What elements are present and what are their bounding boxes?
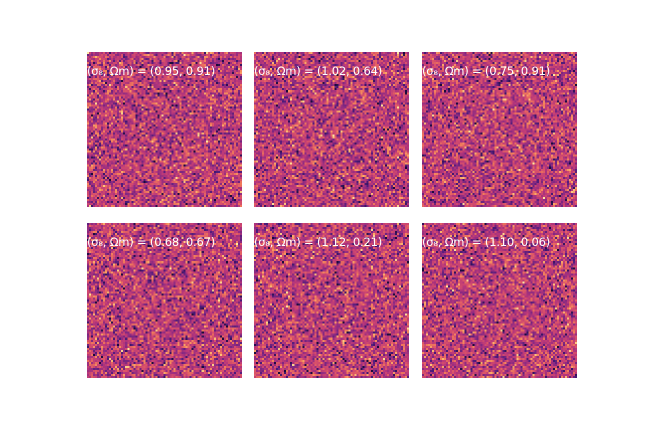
map-panel-4: (σ₈, Ωm) = (0.68, 0.67) <box>87 223 242 378</box>
panel-label: (σ₈, Ωm) = (1.10, 0.06) <box>422 235 551 249</box>
map-panel-6: (σ₈, Ωm) = (1.10, 0.06) <box>422 223 577 378</box>
panel-label: (σ₈, Ωm) = (1.02, 0.64) <box>254 64 383 78</box>
map-panel-3: (σ₈, Ωm) = (0.75, 0.91) <box>422 52 577 207</box>
map-image <box>422 52 577 207</box>
panel-label: (σ₈, Ωm) = (1.12, 0.21) <box>254 235 383 249</box>
map-panel-1: (σ₈, Ωm) = (0.95, 0.91) <box>87 52 242 207</box>
map-panel-2: (σ₈, Ωm) = (1.02, 0.64) <box>254 52 409 207</box>
map-image <box>87 52 242 207</box>
panel-label: (σ₈, Ωm) = (0.95, 0.91) <box>87 64 216 78</box>
map-image <box>254 223 409 378</box>
map-image <box>87 223 242 378</box>
map-image <box>254 52 409 207</box>
map-panel-5: (σ₈, Ωm) = (1.12, 0.21) <box>254 223 409 378</box>
panel-label: (σ₈, Ωm) = (0.68, 0.67) <box>87 235 216 249</box>
map-image <box>422 223 577 378</box>
panel-label: (σ₈, Ωm) = (0.75, 0.91) <box>422 64 551 78</box>
